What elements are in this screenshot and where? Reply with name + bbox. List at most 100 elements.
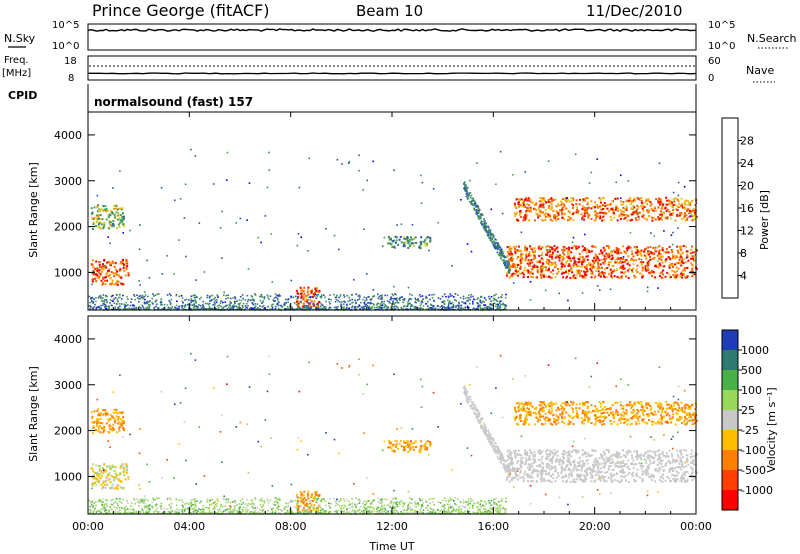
data-point <box>622 267 624 270</box>
data-point <box>630 200 633 202</box>
data-point <box>659 258 662 261</box>
data-point <box>524 246 527 249</box>
data-point <box>380 304 382 307</box>
data-point <box>661 203 664 206</box>
data-point <box>105 299 108 301</box>
data-point <box>422 298 424 300</box>
data-point <box>631 252 634 255</box>
data-point <box>594 275 597 278</box>
data-point <box>238 508 241 510</box>
data-point <box>676 215 679 217</box>
data-point <box>104 276 106 279</box>
data-point <box>596 158 598 160</box>
data-point <box>146 302 149 305</box>
data-point <box>360 306 363 309</box>
data-point <box>635 210 638 213</box>
data-point <box>621 266 624 269</box>
data-point <box>439 306 441 308</box>
data-point <box>529 262 532 265</box>
data-point <box>149 304 151 306</box>
data-point <box>220 305 222 308</box>
data-point <box>465 297 467 299</box>
data-point <box>197 306 199 308</box>
data-point <box>420 300 423 303</box>
data-point <box>631 213 633 216</box>
data-point <box>396 501 398 504</box>
data-point <box>277 307 280 310</box>
data-point <box>494 238 496 240</box>
data-point <box>595 257 598 260</box>
data-point <box>208 506 211 509</box>
data-point <box>380 295 382 297</box>
data-point <box>102 205 105 208</box>
data-point <box>220 504 222 506</box>
data-point <box>576 208 578 211</box>
data-point <box>283 508 286 511</box>
data-point <box>448 511 451 513</box>
data-point <box>193 299 196 302</box>
data-point <box>227 501 229 503</box>
data-point <box>531 201 534 204</box>
data-point <box>554 198 557 201</box>
data-point <box>339 498 342 500</box>
data-point <box>516 218 519 221</box>
data-point <box>118 500 120 503</box>
data-point <box>447 511 450 513</box>
data-point <box>379 298 382 300</box>
data-point <box>127 502 129 504</box>
data-point <box>279 508 282 511</box>
data-point <box>448 504 451 507</box>
data-point <box>261 500 264 502</box>
data-point <box>483 304 485 306</box>
data-point <box>138 306 141 308</box>
data-point <box>538 214 541 217</box>
data-point <box>371 511 373 513</box>
cpid-program: normalsound (fast) 157 <box>94 95 253 109</box>
data-point <box>404 237 407 240</box>
data-point <box>549 208 552 211</box>
data-point <box>666 217 668 220</box>
data-point <box>319 512 322 514</box>
data-point <box>504 264 506 266</box>
data-point <box>285 506 287 508</box>
data-point <box>659 264 662 267</box>
data-point <box>154 301 157 303</box>
data-point <box>656 246 659 249</box>
data-point <box>345 308 347 310</box>
data-point <box>460 307 463 309</box>
data-point <box>581 205 584 208</box>
data-point <box>481 511 484 514</box>
data-point <box>143 295 146 298</box>
data-point <box>437 297 440 299</box>
data-point <box>188 299 190 301</box>
data-point <box>516 274 519 277</box>
data-point <box>551 248 554 251</box>
data-point <box>622 210 625 213</box>
data-point <box>558 257 561 259</box>
data-point <box>463 183 465 186</box>
data-point <box>661 249 664 251</box>
data-point <box>329 306 332 309</box>
data-point <box>629 231 632 234</box>
data-point <box>603 255 606 258</box>
data-point <box>209 295 212 298</box>
data-point <box>493 244 496 247</box>
data-point <box>359 296 361 298</box>
data-point <box>620 174 622 177</box>
data-point <box>351 306 353 309</box>
data-point <box>135 306 137 309</box>
data-point <box>689 201 692 204</box>
power-data-points <box>88 148 698 311</box>
data-point <box>636 246 638 249</box>
data-point <box>367 302 369 304</box>
data-point <box>518 249 521 252</box>
data-point <box>566 255 569 258</box>
data-point <box>472 303 474 305</box>
data-point <box>620 251 623 254</box>
data-point <box>396 306 399 309</box>
data-point <box>181 501 184 503</box>
data-point <box>526 207 529 209</box>
data-point <box>350 498 353 500</box>
data-point <box>108 227 111 230</box>
data-point <box>268 169 271 171</box>
